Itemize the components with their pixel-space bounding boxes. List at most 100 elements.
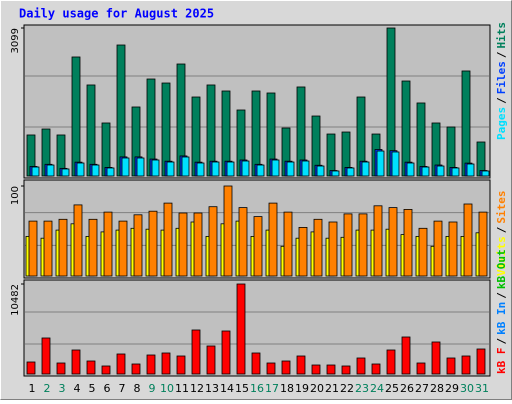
bar [151,159,160,177]
x-tick-label: 15 [235,382,249,395]
bar [178,212,188,277]
bar [406,162,415,177]
legend-entry: Sites [495,191,508,224]
bar [86,360,96,375]
x-tick-label: 13 [205,382,219,395]
x-tick-label: 5 [89,382,96,395]
x-tick-label: 6 [104,382,111,395]
bar [28,220,38,277]
bar [256,164,265,177]
bar [401,336,411,375]
bar [43,220,53,277]
x-tick-label: 16 [250,382,264,395]
bar [176,355,186,375]
bar [121,157,130,177]
x-tick-label: 12 [190,382,204,395]
bar [166,161,175,177]
bar [31,166,40,177]
bar [461,70,471,177]
bar [448,221,458,277]
bar [241,160,250,177]
legend-separator: / [495,51,508,58]
bar [316,165,325,177]
bar [446,357,456,375]
bar [403,208,413,277]
bar [58,218,68,277]
chart-title: Daily usage for August 2025 [19,7,214,21]
bar [476,348,486,375]
bar [361,161,370,177]
x-tick-label: 18 [280,382,294,395]
bar [71,349,81,375]
bar [356,357,366,375]
bar [416,102,426,177]
bar [281,360,291,375]
bar [373,205,383,277]
bar [46,164,55,177]
bar [416,362,426,375]
bar [326,133,336,177]
bar [221,330,231,375]
bar [61,168,70,177]
bar [346,167,355,177]
legend-entry: kB Out [495,249,508,289]
x-tick-label: 9 [149,382,156,395]
x-tick-label: 19 [295,382,309,395]
bar [388,207,398,277]
bar [211,161,220,177]
bar [131,363,141,375]
bar [91,164,100,177]
x-tick-label: 10 [160,382,174,395]
bar [208,206,218,277]
bar [328,221,338,277]
bar [418,227,428,277]
bar [163,202,173,277]
bar [451,167,460,177]
legend-entry: Pages [495,107,508,140]
bar [301,160,310,177]
x-tick-label: 31 [475,382,489,395]
bar [271,159,280,177]
legend-separator: / [495,338,508,345]
bar [371,363,381,375]
bar [133,214,143,277]
bar [343,213,353,277]
bar [391,151,400,177]
legend: Visits / Sites [495,191,508,277]
y-tick-label: 3099 [10,28,21,53]
bar [266,362,276,375]
x-tick-label: 27 [415,382,429,395]
bar [226,161,235,177]
x-tick-label: 22 [340,382,354,395]
legend-entry: kB In [495,302,508,335]
bar [238,207,248,277]
x-tick-label: 28 [430,382,444,395]
bar [331,170,340,177]
bar [148,210,158,277]
bar [251,90,261,177]
x-tick-label: 3 [59,382,66,395]
bar [76,162,85,177]
bar [88,218,98,277]
x-tick-label: 8 [134,382,141,395]
bar [358,213,368,277]
bar [466,163,475,177]
bar [436,165,445,177]
bar [433,220,443,277]
y-tick-label: 100 [10,186,21,205]
bar [196,162,205,177]
bar [161,352,171,375]
x-tick-label: 20 [310,382,324,395]
bar [326,364,336,375]
bar [286,161,295,177]
bar [298,226,308,277]
bar [181,156,190,177]
bar [463,203,473,277]
bar [311,364,321,375]
bar [206,345,216,375]
bar [41,337,51,375]
bar [26,361,36,375]
bar [268,202,278,277]
